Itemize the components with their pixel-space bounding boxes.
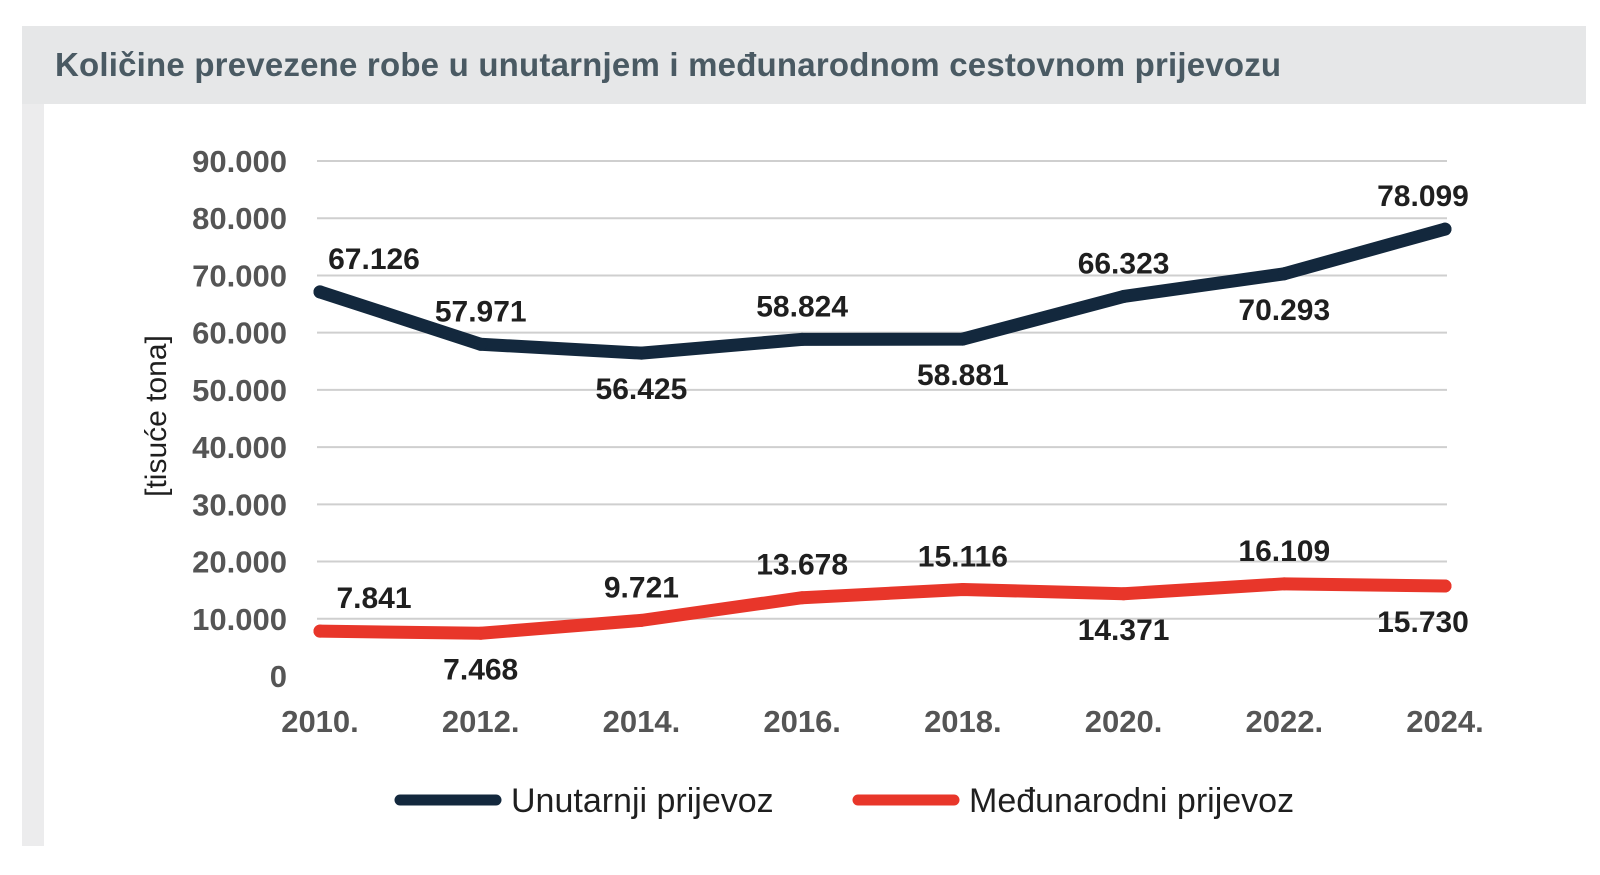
legend-label: Unutarnji prijevoz xyxy=(511,782,774,820)
y-tick-label: 50.000 xyxy=(192,373,287,408)
data-label: 7.841 xyxy=(336,582,411,615)
y-tick-label: 20.000 xyxy=(192,545,287,580)
data-point xyxy=(1277,267,1291,281)
chart-frame: Količine prevezene robe u unutarnjem i m… xyxy=(22,26,1586,846)
series-line-medunarodni xyxy=(313,577,1452,640)
data-label: 15.730 xyxy=(1377,606,1469,639)
y-tick-label: 80.000 xyxy=(192,201,287,236)
x-tick-label: 2014. xyxy=(603,704,681,739)
x-tick-label: 2018. xyxy=(924,704,1002,739)
legend-label: Međunarodni prijevoz xyxy=(969,782,1294,820)
data-label: 14.371 xyxy=(1078,614,1170,647)
data-point xyxy=(474,337,488,351)
data-point xyxy=(474,626,488,640)
chart-title: Količine prevezene robe u unutarnjem i m… xyxy=(55,46,1282,83)
data-point xyxy=(1117,289,1131,303)
data-label: 9.721 xyxy=(604,571,679,604)
x-tick-label: 2020. xyxy=(1085,704,1163,739)
x-tick-label: 2016. xyxy=(763,704,841,739)
data-label: 16.109 xyxy=(1238,535,1330,568)
data-point xyxy=(795,591,809,605)
y-tick-label: 70.000 xyxy=(192,258,287,293)
data-label: 57.971 xyxy=(435,295,527,328)
y-tick-label: 10.000 xyxy=(192,602,287,637)
x-tick-label: 2022. xyxy=(1245,704,1323,739)
data-point xyxy=(313,624,327,638)
data-point xyxy=(1438,222,1452,236)
data-label: 15.116 xyxy=(918,541,1008,574)
data-point xyxy=(795,332,809,346)
x-tick-label: 2012. xyxy=(442,704,520,739)
data-label: 78.099 xyxy=(1377,180,1469,213)
data-point xyxy=(313,285,327,299)
data-point xyxy=(634,346,648,360)
data-label: 13.678 xyxy=(756,549,848,582)
x-tick-label: 2010. xyxy=(281,704,359,739)
data-point xyxy=(1438,579,1452,593)
data-point xyxy=(1277,577,1291,591)
data-point xyxy=(1117,587,1131,601)
y-tick-label: 90.000 xyxy=(192,144,287,179)
y-tick-label: 30.000 xyxy=(192,487,287,522)
y-axis-label: [tisuće tona] xyxy=(140,335,173,497)
data-label: 67.126 xyxy=(328,243,420,276)
y-tick-label: 0 xyxy=(270,659,287,694)
y-tick-label: 40.000 xyxy=(192,430,287,465)
data-label: 56.425 xyxy=(596,373,688,406)
y-tick-label: 60.000 xyxy=(192,316,287,351)
chart-panel: 0 10.000 20.000 30.000 40.000 50.000 60.000 70.… xyxy=(44,104,1586,846)
series-line-unutarnji xyxy=(313,222,1452,360)
data-label: 7.468 xyxy=(443,653,518,686)
line-chart: 0 10.000 20.000 30.000 40.000 50.000 60.000 70.… xyxy=(140,144,1484,820)
data-point xyxy=(634,613,648,627)
title-bar: Količine prevezene robe u unutarnjem i m… xyxy=(22,26,1586,104)
data-label: 58.824 xyxy=(756,290,848,323)
data-label: 58.881 xyxy=(917,359,1009,392)
x-tick-label: 2024. xyxy=(1406,704,1484,739)
data-point xyxy=(956,332,970,346)
data-label: 70.293 xyxy=(1238,294,1330,327)
data-label: 66.323 xyxy=(1078,247,1170,280)
data-point xyxy=(956,583,970,597)
